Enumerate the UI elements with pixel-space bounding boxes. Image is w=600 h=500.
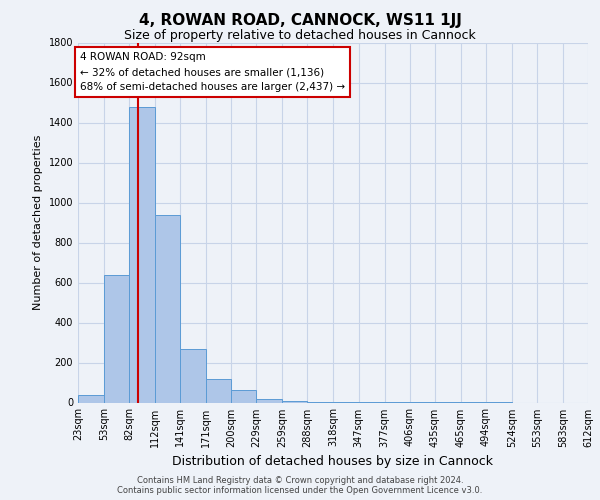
- Bar: [206, 378, 231, 402]
- Text: 4 ROWAN ROAD: 92sqm
← 32% of detached houses are smaller (1,136)
68% of semi-det: 4 ROWAN ROAD: 92sqm ← 32% of detached ho…: [80, 52, 345, 92]
- Bar: [104, 274, 129, 402]
- Text: Contains HM Land Registry data © Crown copyright and database right 2024.
Contai: Contains HM Land Registry data © Crown c…: [118, 476, 482, 495]
- Bar: [129, 106, 155, 403]
- Bar: [155, 214, 180, 402]
- X-axis label: Distribution of detached houses by size in Cannock: Distribution of detached houses by size …: [173, 455, 493, 468]
- Bar: [180, 348, 206, 403]
- Text: 4, ROWAN ROAD, CANNOCK, WS11 1JJ: 4, ROWAN ROAD, CANNOCK, WS11 1JJ: [139, 12, 461, 28]
- Bar: [283, 401, 307, 402]
- Bar: [256, 398, 283, 402]
- Y-axis label: Number of detached properties: Number of detached properties: [33, 135, 43, 310]
- Text: Size of property relative to detached houses in Cannock: Size of property relative to detached ho…: [124, 29, 476, 42]
- Bar: [231, 390, 256, 402]
- Bar: [78, 395, 104, 402]
